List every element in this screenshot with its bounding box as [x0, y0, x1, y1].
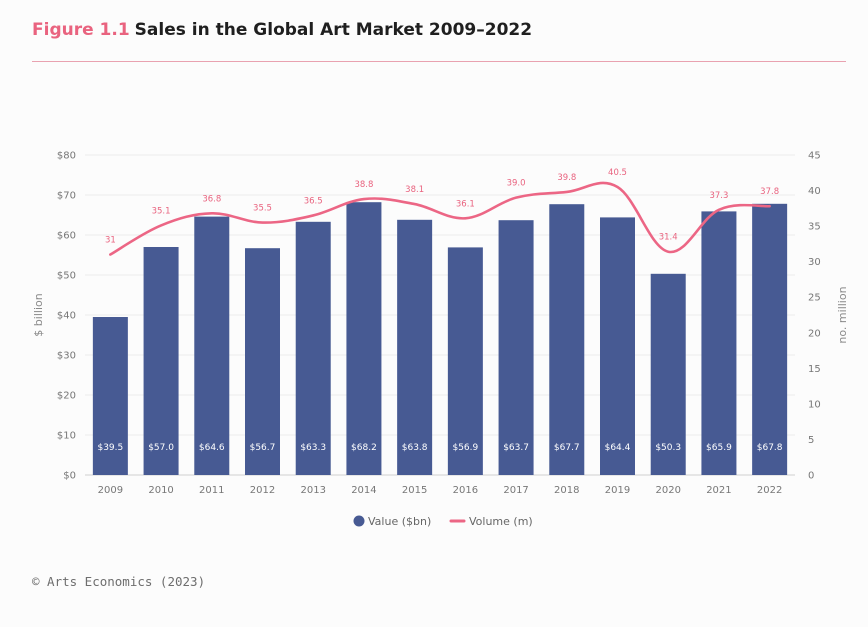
line-value-label: 31.4 [659, 233, 678, 243]
line-value-label: 40.5 [608, 168, 627, 178]
bar [92, 317, 128, 475]
bar-value-label: $63.8 [402, 443, 428, 453]
x-tick-label: 2020 [655, 485, 680, 496]
y2-tick-label: 0 [808, 471, 814, 482]
x-tick-label: 2015 [402, 485, 427, 496]
line-value-label: 39.0 [507, 179, 526, 189]
line-value-label: 35.1 [152, 206, 171, 216]
y2-tick-label: 30 [808, 257, 821, 268]
y-tick-label: $50 [57, 271, 76, 282]
y2-tick-label: 5 [808, 435, 814, 446]
bar-value-label: $57.0 [148, 443, 174, 453]
x-tick-label: 2011 [199, 485, 224, 496]
title-divider [32, 61, 846, 62]
y2-tick-label: 15 [808, 364, 821, 375]
line-value-label: 37.8 [760, 187, 779, 197]
bar-value-label: $67.7 [554, 443, 580, 453]
bar-value-label: $56.9 [452, 443, 478, 453]
bar [397, 219, 433, 475]
legend-line-label: Volume (m) [469, 515, 533, 528]
line-value-label: 35.5 [253, 204, 272, 214]
source-note: © Arts Economics (2023) [32, 574, 206, 589]
x-tick-label: 2013 [300, 485, 325, 496]
bar-value-label: $64.4 [605, 443, 631, 453]
x-tick-label: 2012 [250, 485, 275, 496]
chart-title: Figure 1.1 Sales in the Global Art Market… [32, 20, 532, 40]
bar-value-label: $67.8 [757, 443, 783, 453]
volume-line [109, 181, 771, 256]
bar [447, 247, 483, 475]
x-tick-label: 2019 [605, 485, 630, 496]
bar-value-label: $68.2 [351, 443, 377, 453]
y-tick-label: $20 [57, 391, 76, 402]
bar-value-label: $56.7 [250, 443, 276, 453]
figure-label: Figure 1.1 [32, 20, 130, 40]
bar [143, 247, 179, 475]
bar [245, 248, 280, 475]
x-tick-label: 2010 [148, 485, 173, 496]
bar-value-label: $63.7 [503, 443, 529, 453]
bar-value-label: $50.3 [655, 443, 681, 453]
bar [549, 204, 585, 475]
figure-title: Sales in the Global Art Market 2009–2022 [134, 20, 533, 40]
y-tick-label: $30 [57, 351, 76, 362]
line-value-label: 36.5 [304, 196, 323, 206]
line-value-label: 36.1 [456, 199, 475, 209]
x-tick-label: 2009 [98, 485, 123, 496]
y2-tick-label: 10 [808, 399, 821, 410]
x-tick-label: 2021 [706, 485, 731, 496]
bar-value-label: $64.6 [199, 443, 225, 453]
bar [194, 216, 230, 475]
y2-tick-label: 20 [808, 328, 821, 339]
x-tick-label: 2014 [351, 485, 376, 496]
line-value-label: 37.3 [709, 191, 728, 201]
y2-tick-label: 35 [808, 222, 821, 233]
y-tick-label: $0 [63, 471, 76, 482]
y2-tick-label: 25 [808, 293, 821, 304]
y2-axis-title: no. million [836, 286, 849, 343]
y-tick-label: $80 [57, 151, 76, 162]
y-tick-label: $40 [57, 311, 76, 322]
bar-value-label: $39.5 [97, 443, 123, 453]
bar [346, 202, 382, 475]
line-value-label: 39.8 [557, 173, 576, 183]
bar [650, 273, 686, 475]
bar-value-label: $63.3 [300, 443, 326, 453]
legend-bar-label: Value ($bn) [368, 515, 431, 528]
line-value-label: 38.8 [354, 180, 373, 190]
y-tick-label: $70 [57, 191, 76, 202]
bar-value-label: $65.9 [706, 443, 732, 453]
y-tick-label: $60 [57, 231, 76, 242]
x-tick-label: 2022 [757, 485, 782, 496]
y2-tick-label: 45 [808, 151, 821, 162]
bar [498, 220, 534, 475]
bar [600, 217, 635, 475]
y2-tick-label: 40 [808, 186, 821, 197]
line-value-label: 38.1 [405, 185, 424, 195]
x-tick-label: 2016 [453, 485, 478, 496]
y-tick-label: $10 [57, 431, 76, 442]
combo-chart: $0 $10 $20 $30 $40 $50 $60 $70 $80 0 5 10 15 20 25 30 35… [32, 151, 849, 529]
bar [701, 211, 737, 475]
y-axis-title: $ billion [32, 293, 45, 336]
bar [752, 203, 788, 476]
bar [295, 221, 331, 475]
legend-bar-swatch [353, 515, 365, 527]
line-value-label: 36.8 [202, 194, 221, 204]
line-value-label: 31 [105, 236, 116, 246]
x-tick-label: 2017 [503, 485, 528, 496]
x-tick-label: 2018 [554, 485, 579, 496]
